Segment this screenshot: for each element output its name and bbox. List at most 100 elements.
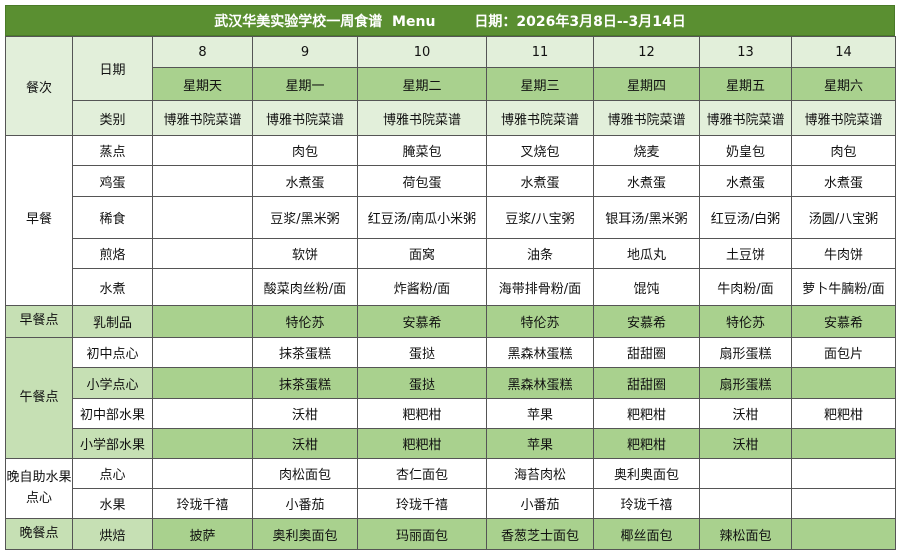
- menu-cell: 面窝: [357, 238, 487, 269]
- menu-cell: [791, 428, 896, 459]
- menu-cell: 玲珑千禧: [152, 488, 253, 519]
- menu-cell: 杏仁面包: [357, 458, 487, 489]
- menu-cell: [791, 518, 896, 550]
- menu-row: 煎烙 软饼 面窝 油条 地瓜丸 土豆饼 牛肉饼: [6, 238, 896, 269]
- weekday-cell: 星期二: [357, 67, 487, 101]
- menu-cell: 安慕希: [593, 305, 700, 338]
- meal-group-label: 晚餐点: [5, 518, 73, 550]
- menu-cell: 面包片: [791, 337, 896, 368]
- menu-cell: 银耳汤/黑米粥: [593, 196, 700, 239]
- menu-cell: 扇形蛋糕: [699, 337, 792, 368]
- category-cell: 博雅书院菜谱: [252, 100, 358, 136]
- menu-cell: 小番茄: [252, 488, 358, 519]
- menu-cell: 馄饨: [593, 268, 700, 306]
- menu-cell: 牛肉粉/面: [699, 268, 792, 306]
- menu-cell: 黑森林蛋糕: [486, 337, 594, 368]
- category-cell: 博雅书院菜谱: [791, 100, 896, 136]
- menu-cell: [152, 337, 253, 368]
- menu-cell: 奥利奥面包: [252, 518, 358, 550]
- menu-cell: [152, 458, 253, 489]
- menu-cell: 粑粑柑: [357, 428, 487, 459]
- menu-cell: 牛肉饼: [791, 238, 896, 269]
- header-row-dates: 餐次 日期 8 9 10 11 12 13 14: [5, 36, 896, 136]
- menu-cell: 地瓜丸: [593, 238, 700, 269]
- menu-cell: [152, 165, 253, 197]
- menu-cell: 红豆汤/白粥: [699, 196, 792, 239]
- weekday-cell: 星期三: [486, 67, 594, 101]
- menu-cell: [152, 367, 253, 399]
- category-cell: 博雅书院菜谱: [593, 100, 700, 136]
- menu-cell: [152, 196, 253, 239]
- menu-row: 晚餐点 烘焙 披萨 奥利奥面包 玛丽面包 香葱芝士面包 椰丝面包 辣松面包: [5, 518, 896, 550]
- item-label: 乳制品: [72, 305, 153, 338]
- menu-cell: 肉松面包: [252, 458, 358, 489]
- meal-header: 餐次: [5, 36, 73, 136]
- item-label: 煎烙: [72, 238, 153, 269]
- category-cell: 博雅书院菜谱: [486, 100, 594, 136]
- menu-cell: 萝卜牛腩粉/面: [791, 268, 896, 306]
- meal-group-label: 早餐: [5, 135, 73, 306]
- item-label: 蒸点: [72, 135, 153, 166]
- weekday-cell: 星期五: [699, 67, 792, 101]
- item-label: 水煮: [72, 268, 153, 306]
- menu-cell: 披萨: [152, 518, 253, 550]
- menu-row: 午餐点 初中点心 抹茶蛋糕 蛋挞 黑森林蛋糕 甜甜圈 扇形蛋糕 面包片: [5, 337, 896, 459]
- category-cell: 博雅书院菜谱: [699, 100, 792, 136]
- menu-cell: [152, 238, 253, 269]
- date-cell: 10: [357, 36, 487, 68]
- item-label: 初中部水果: [72, 398, 153, 429]
- menu-cell: 苹果: [486, 398, 594, 429]
- menu-cell: 水煮蛋: [593, 165, 700, 197]
- menu-cell: 烧麦: [593, 135, 700, 166]
- menu-row: 鸡蛋 水煮蛋 荷包蛋 水煮蛋 水煮蛋 水煮蛋 水煮蛋: [6, 165, 896, 197]
- item-label: 水果: [72, 488, 153, 519]
- menu-cell: 蛋挞: [357, 337, 487, 368]
- menu-cell: [152, 428, 253, 459]
- date-cell: 8: [152, 36, 253, 68]
- menu-row: 早餐点 乳制品 特伦苏 安慕希 特伦苏 安慕希 特伦苏 安慕希: [5, 305, 896, 338]
- item-label: 点心: [72, 458, 153, 489]
- menu-cell: [791, 488, 896, 519]
- weekday-cell: 星期六: [791, 67, 896, 101]
- menu-cell: 软饼: [252, 238, 358, 269]
- menu-row: 水煮 酸菜肉丝粉/面 炸酱粉/面 海带排骨粉/面 馄饨 牛肉粉/面 萝卜牛腩粉/面: [6, 268, 896, 306]
- item-label: 鸡蛋: [72, 165, 153, 197]
- menu-cell: 海带排骨粉/面: [486, 268, 594, 306]
- menu-row: 小学部水果 沃柑 粑粑柑 苹果 粑粑柑 沃柑: [6, 428, 896, 459]
- menu-row: 稀食 豆浆/黑米粥 红豆汤/南瓜小米粥 豆浆/八宝粥 银耳汤/黑米粥 红豆汤/白粥 汤圆/八…: [6, 196, 896, 239]
- menu-cell: 玲珑千禧: [593, 488, 700, 519]
- menu-row: 小学点心 抹茶蛋糕 蛋挞 黑森林蛋糕 甜甜圈 扇形蛋糕: [6, 367, 896, 399]
- weekday-cell: 星期四: [593, 67, 700, 101]
- menu-cell: 肉包: [791, 135, 896, 166]
- menu-cell: 抹茶蛋糕: [252, 337, 358, 368]
- menu-row: 初中部水果 沃柑 粑粑柑 苹果 粑粑柑 沃柑 粑粑柑: [6, 398, 896, 429]
- menu-cell: 叉烧包: [486, 135, 594, 166]
- menu-row: 水果 玲珑千禧 小番茄 玲珑千禧 小番茄 玲珑千禧: [6, 488, 896, 519]
- date-cell: 14: [791, 36, 896, 68]
- menu-cell: 水煮蛋: [486, 165, 594, 197]
- menu-cell: 沃柑: [252, 428, 358, 459]
- menu-cell: 豆浆/黑米粥: [252, 196, 358, 239]
- menu-cell: 苹果: [486, 428, 594, 459]
- date-cell: 13: [699, 36, 792, 68]
- menu-cell: [152, 305, 253, 338]
- menu-cell: 水煮蛋: [252, 165, 358, 197]
- menu-row: 早餐 蒸点 肉包 腌菜包 叉烧包 烧麦 奶皇包 肉包: [5, 135, 896, 306]
- menu-row: 晚自助水果点心 点心 肉松面包 杏仁面包 海苔肉松 奥利奥面包: [5, 458, 896, 519]
- menu-cell: 奶皇包: [699, 135, 792, 166]
- menu-cell: 特伦苏: [252, 305, 358, 338]
- menu-cell: 安慕希: [791, 305, 896, 338]
- menu-cell: 沃柑: [699, 428, 792, 459]
- header-row-category: 类别 博雅书院菜谱 博雅书院菜谱 博雅书院菜谱 博雅书院菜谱 博雅书院菜谱 博雅书院菜谱 博雅…: [6, 100, 896, 136]
- category-header: 类别: [72, 100, 153, 136]
- menu-cell: 扇形蛋糕: [699, 367, 792, 399]
- menu-cell: 玲珑千禧: [357, 488, 487, 519]
- date-header: 日期: [72, 36, 153, 101]
- menu-cell: [152, 135, 253, 166]
- menu-sheet: 武汉华美实验学校一周食谱 Menu 日期：2026年3月8日--3月14日 餐次…: [5, 5, 896, 550]
- menu-cell: 炸酱粉/面: [357, 268, 487, 306]
- menu-cell: 海苔肉松: [486, 458, 594, 489]
- sheet-title: 武汉华美实验学校一周食谱 Menu 日期：2026年3月8日--3月14日: [5, 5, 895, 36]
- date-cell: 12: [593, 36, 700, 68]
- menu-cell: 沃柑: [699, 398, 792, 429]
